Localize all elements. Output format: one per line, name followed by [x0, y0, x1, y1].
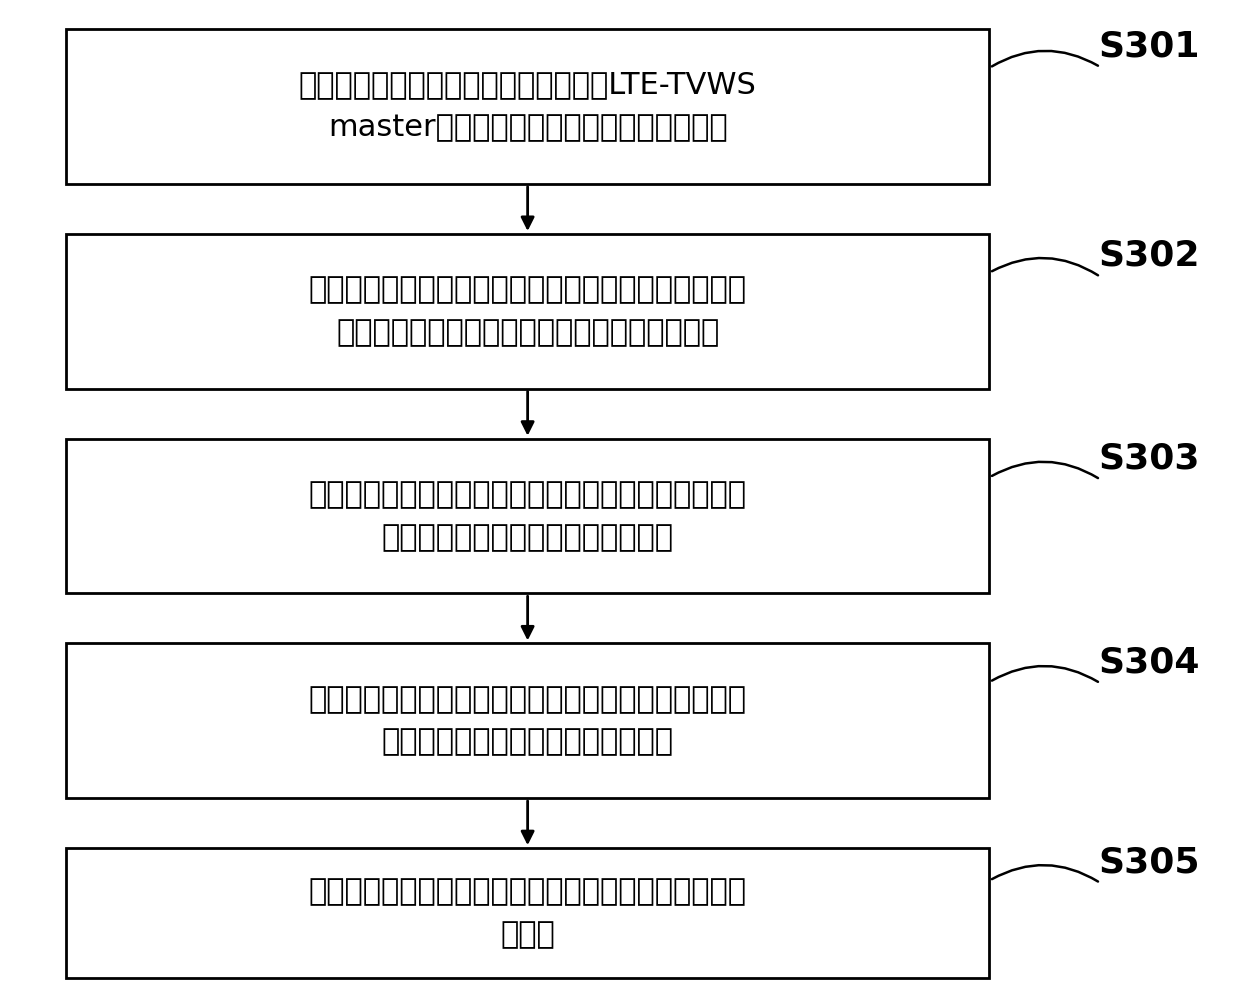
Text: S301: S301 [1099, 29, 1200, 63]
Bar [66, 29, 990, 184]
Bar [66, 848, 990, 978]
Text: 通过长期演进的空白电视信号频段主机LTE-TVWS
master接收物联网终端发送的频谱使用请求: 通过长期演进的空白电视信号频段主机LTE-TVWS master接收物联网终端发… [299, 70, 756, 142]
Bar [66, 439, 990, 593]
Text: S304: S304 [1099, 645, 1200, 680]
Text: 确定所查找的登记信息在所述使用时长内与请求中包括
的位置和频谱共存时的数据传输质量: 确定所查找的登记信息在所述使用时长内与请求中包括 的位置和频谱共存时的数据传输质… [309, 685, 746, 756]
Text: S303: S303 [1099, 442, 1200, 475]
Text: 当所述数据传输质量低于预定值时，则拒绝所述频谱使
用请求: 当所述数据传输质量低于预定值时，则拒绝所述频谱使 用请求 [309, 877, 746, 949]
Text: S302: S302 [1099, 239, 1200, 273]
Bar [66, 643, 990, 799]
Text: S305: S305 [1099, 845, 1200, 879]
Text: 根据频谱使用请求中包括的使用时长，在所述使用时长
内确定登记信息中包括的频谱和位置: 根据频谱使用请求中包括的使用时长，在所述使用时长 内确定登记信息中包括的频谱和位… [309, 480, 746, 552]
Text: 在登记信息中，查找与所述物联网终端的位置相同或相
近，且频谱与请求的频谱相同或相近的登记信息: 在登记信息中，查找与所述物联网终端的位置相同或相 近，且频谱与请求的频谱相同或相… [309, 275, 746, 347]
Bar [66, 234, 990, 389]
